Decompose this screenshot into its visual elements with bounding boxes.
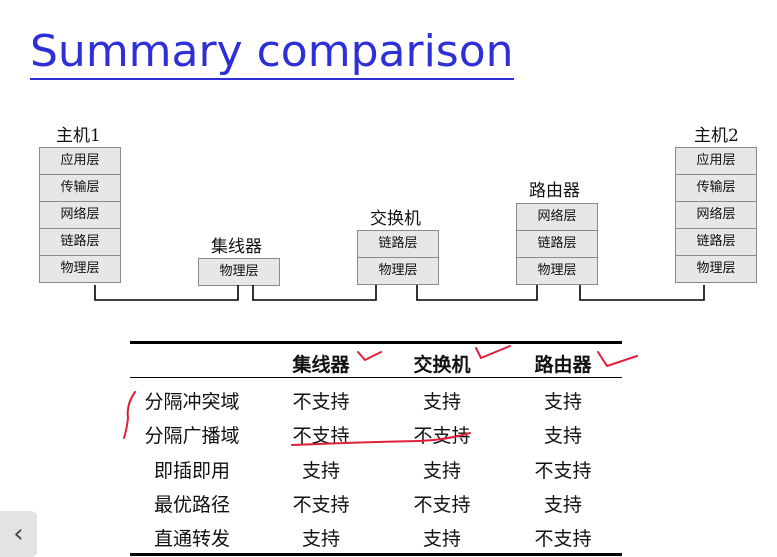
underline-mark	[292, 433, 470, 445]
check-mark-icon	[476, 346, 510, 358]
bracket-mark-icon	[124, 392, 135, 438]
check-mark-icon	[358, 352, 381, 360]
check-mark-icon	[598, 352, 637, 366]
previous-slide-button[interactable]: ‹	[0, 511, 37, 557]
chevron-left-icon: ‹	[13, 519, 23, 549]
